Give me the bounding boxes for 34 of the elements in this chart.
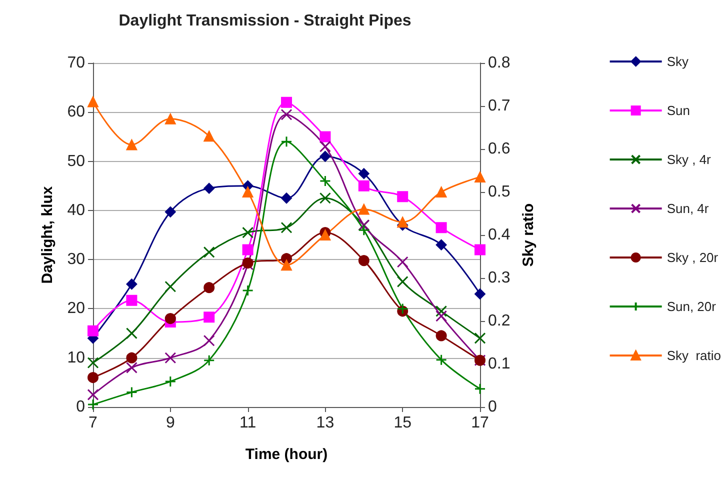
legend-label: Sky , 4r	[666, 152, 712, 167]
y2-tick-label: 0.2	[488, 312, 510, 330]
legend-label: Sky ratio	[666, 348, 722, 363]
x-tick-label: 17	[471, 414, 489, 432]
y-tick-label: 10	[67, 349, 86, 366]
legend-label: Sun, 4r	[666, 201, 710, 216]
legend-label: Sun, 20r	[666, 299, 717, 314]
y-tick-label: 40	[67, 202, 86, 219]
y2-axis-title: Sky ratio	[520, 203, 538, 267]
y2-tick-label: 0.4	[488, 226, 510, 244]
x-tick-label: 15	[394, 414, 412, 432]
y2-tick-label: 0.7	[488, 98, 510, 114]
y-tick-label: 20	[67, 300, 86, 318]
y-tick-label: 60	[67, 104, 86, 121]
x-tick-label: 7	[88, 414, 98, 432]
y2-tick-label: 0.5	[488, 184, 510, 200]
y-tick-label: 50	[67, 152, 86, 170]
y2-tick-label: 0	[488, 398, 497, 416]
x-tick-label: 9	[166, 414, 175, 432]
x-tick-label: 13	[316, 414, 334, 432]
legend-label: Sky , 20r	[666, 250, 719, 265]
y-axis-title: Daylight, klux	[39, 186, 56, 284]
x-axis-title: Time (hour)	[245, 446, 328, 463]
legend-label: Sky	[666, 54, 689, 69]
x-tick-label: 11	[239, 414, 256, 432]
y-tick-label: 30	[67, 251, 86, 268]
y2-tick-label: 0.1	[488, 356, 510, 372]
legend-label: Sun	[666, 103, 690, 118]
y2-tick-label: 0.6	[488, 140, 510, 158]
y2-tick-label: 0.3	[488, 270, 510, 286]
chart-title: Daylight Transmission - Straight Pipes	[118, 12, 412, 30]
y-tick-label: 0	[76, 398, 86, 416]
y2-tick-label: 0.8	[488, 54, 510, 72]
y-tick-label: 70	[67, 54, 86, 72]
